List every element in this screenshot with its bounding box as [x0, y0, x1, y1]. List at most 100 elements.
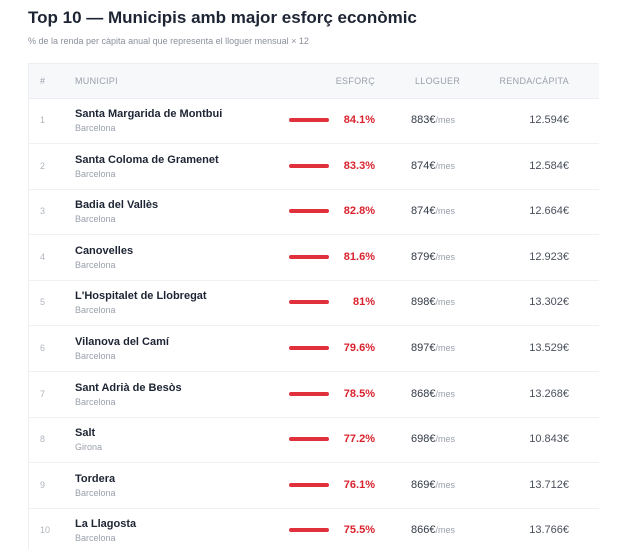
effort: 81% [352, 296, 375, 309]
municipality-name: L'Hospitalet de Llobregat [75, 290, 207, 303]
province: Barcelona [75, 351, 116, 361]
column-header: RENDA/CÀPITA [499, 76, 569, 86]
rent-unit: /mes [435, 160, 455, 171]
rent: 874€/mes [411, 159, 455, 172]
table-row: 9 Tordera Barcelona 76.1% 869€/mes 13.712€ [29, 463, 599, 509]
table-row: 2 Santa Coloma de Gramenet Barcelona 83.3% 8… [29, 144, 599, 190]
province: Barcelona [75, 123, 116, 133]
rent-unit: /mes [435, 388, 455, 399]
effort: 77.2% [343, 433, 375, 446]
province: Barcelona [75, 487, 116, 498]
municipality-name: Canovelles [75, 244, 134, 257]
rent: 897€/mes [411, 342, 455, 354]
rent: 898€/mes [411, 296, 455, 309]
rent: 874€/mes [411, 205, 455, 218]
rank: 7 [40, 388, 46, 399]
table-header: # MUNICIPI ESFORÇ LLOGUER RENDA/CÀPITA [29, 64, 599, 99]
table-row: 10 La Llagosta Barcelona 75.5% 866€/mes 13.76… [29, 508, 599, 549]
rent-unit: /mes [435, 297, 455, 308]
effort: 83.3% [343, 159, 375, 172]
effort: 78.5% [343, 387, 375, 400]
effort-bar [289, 300, 329, 305]
rent: 869€/mes [411, 478, 455, 491]
province: Barcelona [75, 533, 116, 544]
province: Girona [75, 442, 103, 453]
rank: 4 [40, 251, 46, 262]
municipality-name: Salt [75, 427, 96, 440]
income: 10.843€ [529, 433, 569, 446]
province: Barcelona [75, 168, 116, 179]
effort: 75.5% [343, 524, 375, 537]
effort-bar [289, 528, 329, 533]
rent: 866€/mes [411, 524, 455, 537]
effort: 79.6% [343, 342, 375, 354]
rent-unit: /mes [435, 343, 455, 353]
subtitle: % de la renda per càpita anual que repre… [28, 36, 309, 46]
rank: 1 [40, 115, 46, 125]
rent: 698€/mes [411, 433, 455, 446]
table-row: 4 Canovelles Barcelona 81.6% 879€/mes 12.923€ [29, 235, 599, 281]
province: Barcelona [75, 214, 116, 225]
table-row: 8 Salt Girona 77.2% 698€/mes 10.843€ [29, 417, 599, 464]
municipality-name: Tordera [75, 472, 116, 485]
effort-bar [289, 391, 329, 396]
rank: 10 [40, 525, 51, 536]
table-row: 6 Vilanova del Camí Barcelona 79.6% 897€/mes… [29, 326, 599, 372]
effort: 81.6% [343, 250, 375, 263]
effort: 84.1% [343, 114, 375, 126]
rent-unit: /mes [435, 251, 455, 262]
income: 12.923€ [529, 250, 569, 263]
effort: 76.1% [343, 478, 375, 491]
rent-unit: /mes [435, 525, 455, 536]
column-header: ESFORÇ [335, 76, 375, 86]
table: # MUNICIPI ESFORÇ LLOGUER RENDA/CÀPITA 1 Sant… [28, 63, 599, 549]
income: 13.302€ [529, 296, 569, 309]
rent-unit: /mes [435, 434, 455, 445]
effort-bar [289, 437, 329, 442]
province: Barcelona [75, 259, 116, 270]
municipality-name: Badia del Vallès [75, 199, 159, 212]
rank: 5 [40, 297, 46, 308]
rank: 2 [40, 160, 46, 171]
rent-unit: /mes [435, 206, 455, 217]
effort-bar [289, 209, 329, 214]
rent: 883€/mes [411, 114, 455, 126]
income: 13.268€ [529, 387, 569, 400]
effort-bar [289, 482, 329, 487]
table-row: 1 Santa Margarida de Montbui Barcelona 84.1… [29, 98, 599, 144]
effort-bar [289, 254, 329, 259]
rank: 3 [40, 206, 46, 217]
income: 13.712€ [529, 478, 569, 491]
municipality-name: Sant Adrià de Besòs [75, 381, 182, 394]
effort: 82.8% [343, 205, 375, 218]
table-row: 5 L'Hospitalet de Llobregat Barcelona 81% 89… [29, 280, 599, 327]
income: 12.584€ [529, 159, 569, 172]
effort-bar [289, 118, 329, 122]
rent-unit: /mes [435, 479, 455, 490]
column-header: # [40, 76, 46, 86]
table-row: 7 Sant Adrià de Besòs Barcelona 78.5% 868€/m… [29, 372, 599, 418]
municipality-name: Vilanova del Camí [75, 336, 169, 348]
income: 12.594€ [529, 114, 569, 126]
municipality-name: Santa Coloma de Gramenet [75, 153, 219, 166]
province: Barcelona [75, 305, 116, 316]
income: 13.766€ [529, 524, 569, 537]
municipality-name: Santa Margarida de Montbui [75, 108, 223, 120]
province: Barcelona [75, 396, 116, 407]
effort-bar [289, 163, 329, 168]
income: 13.529€ [529, 342, 569, 354]
income: 12.664€ [529, 205, 569, 218]
rent: 879€/mes [411, 250, 455, 263]
rent-unit: /mes [435, 115, 455, 125]
rent: 868€/mes [411, 387, 455, 400]
column-header: LLOGUER [415, 76, 461, 86]
rank: 6 [40, 343, 46, 353]
municipality-name: La Llagosta [75, 518, 137, 531]
title: Top 10 — Municipis amb major esforç econ… [28, 8, 417, 27]
column-header: MUNICIPI [75, 76, 118, 86]
table-row: 3 Badia del Vallès Barcelona 82.8% 874€/mes 1… [29, 189, 599, 236]
rank: 9 [40, 479, 46, 490]
rank: 8 [40, 434, 46, 445]
effort-bar [289, 346, 329, 350]
